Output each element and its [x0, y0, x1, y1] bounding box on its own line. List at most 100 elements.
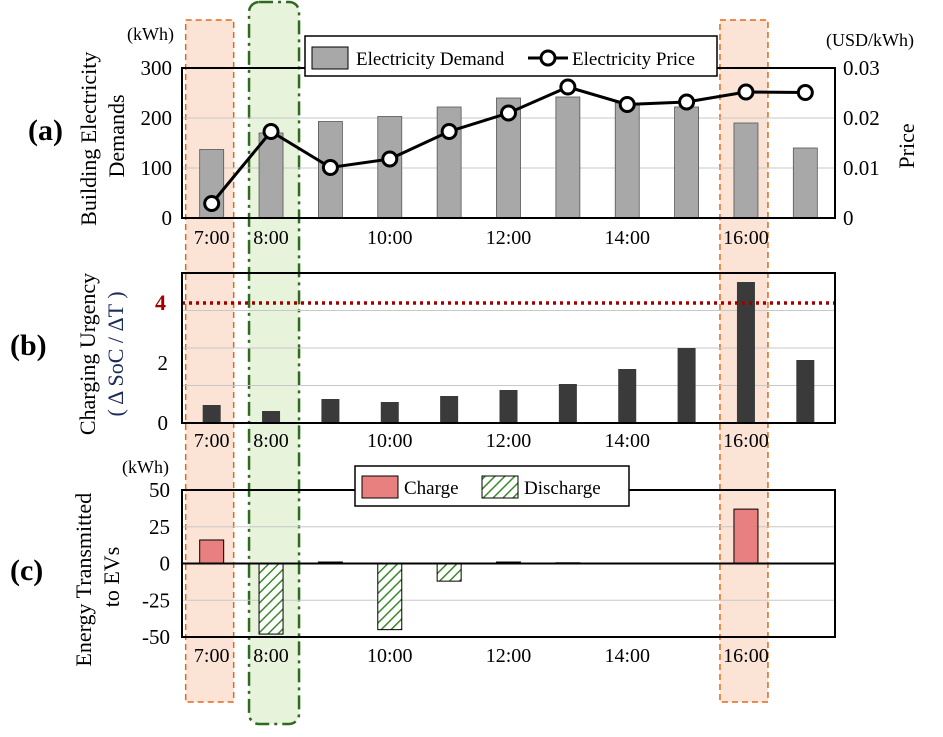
- price-point-16:00: [737, 83, 755, 101]
- panel-c-legend: Charge Discharge: [354, 465, 630, 507]
- panel-a-y2label: Price: [894, 123, 919, 168]
- urgency-bar-14:00: [618, 369, 637, 423]
- legend-discharge-swatch: [481, 475, 519, 499]
- panel-a-left-unit: (kWh): [127, 24, 174, 45]
- panel-a: (a) (kWh) (USD/kWh) Building Electricity…: [28, 24, 919, 249]
- panel-c-ytick: 50: [149, 478, 170, 502]
- panel-c-xtick: 10:00: [367, 645, 413, 667]
- legend-demand-swatch: [311, 46, 349, 70]
- panel-c-unit: (kWh): [122, 457, 169, 478]
- panel-c-xtick: 8:00: [253, 645, 289, 667]
- panel-a-xtick: 8:00: [253, 227, 289, 249]
- demand-bar-16:00: [733, 122, 759, 219]
- threshold-label: 4: [155, 290, 166, 315]
- panel-a-y2tick: 0.03: [843, 56, 880, 80]
- demand-bar-15:00: [674, 106, 699, 219]
- panel-c-xtick: 7:00: [194, 645, 230, 667]
- panel-c-ytick: 25: [149, 515, 170, 539]
- panel-c-label: (c): [10, 554, 43, 587]
- legend-price-label: Electricity Price: [572, 49, 695, 70]
- panel-a-price-line: [203, 78, 814, 212]
- price-point-17:00: [796, 84, 814, 101]
- legend-demand-label: Electricity Demand: [356, 49, 505, 70]
- urgency-bar-9:00: [321, 399, 340, 423]
- price-point-7:00: [203, 195, 221, 212]
- panel-b-gridlines: [182, 310, 835, 386]
- panel-b-label: (b): [10, 329, 47, 362]
- urgency-bar-11:00: [440, 396, 459, 423]
- panel-c-xtick: 14:00: [604, 645, 650, 667]
- panel-c: (c) (kWh) Energy Transmitted to EVs 50 25…: [10, 457, 836, 667]
- panel-a-legend-box: [304, 35, 718, 77]
- panel-b-xticks: 7:00 8:00 10:00 12:00 14:00 16:00: [194, 430, 769, 452]
- demand-bar-14:00: [614, 102, 640, 219]
- price-point-10:00: [381, 150, 399, 168]
- discharge-bar-11:00: [436, 563, 462, 582]
- panel-b-frame: [181, 272, 836, 424]
- panel-a-xtick: 7:00: [194, 227, 230, 249]
- panel-a-xtick: 10:00: [367, 227, 413, 249]
- panel-a-label: (a): [28, 114, 63, 147]
- panel-b-xtick: 10:00: [367, 430, 413, 452]
- price-point-11:00: [440, 123, 458, 140]
- panel-a-ytick: 100: [141, 156, 173, 180]
- price-point-15:00: [678, 93, 696, 111]
- panel-a-xtick: 16:00: [723, 227, 769, 249]
- panel-b-xtick: 12:00: [486, 430, 532, 452]
- price-point-8:00: [262, 123, 280, 140]
- demand-bar-13:00: [555, 96, 581, 219]
- panel-b-ytick: 2: [158, 351, 169, 375]
- urgency-bar-7:00: [202, 405, 221, 423]
- panel-a-ylabel-line2: Demands: [104, 94, 129, 177]
- panel-c-ylabel-line1: Energy Transmitted: [71, 493, 96, 667]
- panel-c-xtick: 12:00: [486, 645, 532, 667]
- urgency-bar-17:00: [796, 360, 815, 423]
- panel-b-urgency-bars: [202, 282, 815, 423]
- price-point-13:00: [559, 78, 577, 96]
- panel-b-xtick: 16:00: [723, 430, 769, 452]
- panel-a-xticks: 7:00 8:00 10:00 12:00 14:00 16:00: [194, 227, 769, 249]
- panel-a-ytick: 300: [141, 56, 173, 80]
- discharge-bar-10:00: [377, 563, 403, 631]
- panel-a-xtick: 12:00: [486, 227, 532, 249]
- panel-b-ylabel-sub: ( Δ SoC / ΔT ): [103, 291, 128, 416]
- panel-c-xtick: 16:00: [723, 645, 769, 667]
- highlight-band-7: [184, 19, 235, 703]
- urgency-bar-13:00: [558, 384, 577, 423]
- charge-bar-7:00: [199, 539, 225, 564]
- panel-c-ytick: -50: [142, 625, 170, 649]
- panel-b-threshold: 4: [155, 290, 835, 315]
- panel-c-ytick: 0: [160, 552, 171, 576]
- panel-c-energy-bars: [199, 508, 759, 635]
- panel-b-ylabel: Charging Urgency: [75, 273, 100, 435]
- panel-a-right-unit: (USD/kWh): [826, 30, 914, 51]
- urgency-bar-12:00: [499, 390, 518, 423]
- panel-c-xticks: 7:00 8:00 10:00 12:00 14:00 16:00: [194, 645, 769, 667]
- panel-a-y2tick: 0.01: [843, 156, 880, 180]
- panel-a-demand-bars: [199, 96, 818, 219]
- panel-a-y2tick: 0: [843, 206, 854, 230]
- price-point-14:00: [618, 96, 636, 113]
- panel-b-ytick: 0: [158, 411, 169, 435]
- demand-bar-8:00: [258, 132, 284, 219]
- panel-b-xtick: 14:00: [604, 430, 650, 452]
- panel-b-xtick: 8:00: [253, 430, 289, 452]
- panel-c-ytick: -25: [142, 588, 170, 612]
- panel-b: (b) Charging Urgency ( Δ SoC / ΔT ) 4 02…: [10, 272, 836, 452]
- panel-a-ytick: 200: [141, 106, 173, 130]
- panel-a-xtick: 14:00: [604, 227, 650, 249]
- panel-c-ylabel-line2: to EVs: [99, 547, 124, 608]
- urgency-bar-10:00: [380, 402, 399, 423]
- panel-a-y2tick: 0.02: [843, 106, 880, 130]
- panel-a-y2ticks: 0 0.01 0.02 0.03: [843, 56, 880, 230]
- panel-a-ylabel: Building Electricity Demands: [76, 46, 129, 226]
- discharge-bar-8:00: [258, 563, 284, 635]
- legend-price-marker: [539, 49, 557, 67]
- price-point-9:00: [321, 159, 339, 176]
- panel-a-yticks: 0 100 200 300: [141, 56, 173, 230]
- panel-c-gridlines: [182, 526, 835, 601]
- demand-bar-17:00: [792, 147, 818, 219]
- panel-b-yticks: 02: [158, 351, 169, 435]
- panel-a-ylabel-line1: Building Electricity: [76, 52, 101, 226]
